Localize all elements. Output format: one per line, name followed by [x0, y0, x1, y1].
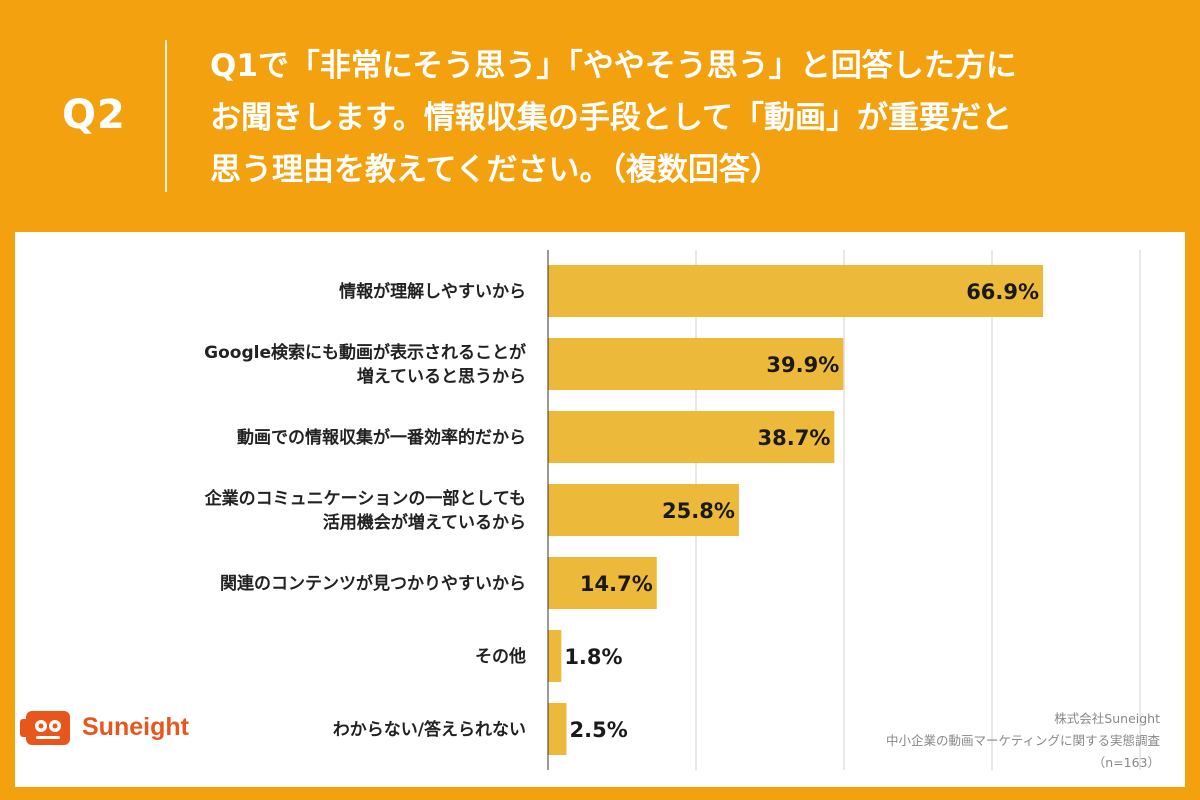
- credit-survey-title: 中小企業の動画マーケティングに関する実態調査: [885, 733, 1160, 748]
- chart-panel: 66.9% 情報が理解しやすいから 39.9% Google検索にも動画が表示されるこ…: [15, 232, 1185, 787]
- logo-wordmark: Suneight: [82, 713, 189, 741]
- question-header: Q2 Q1で「非常にそう思う」「ややそう思う」と回答した方に お聞きします。情報…: [0, 0, 1200, 228]
- data-label: 1.8%: [564, 645, 622, 669]
- category-label: その他: [475, 646, 526, 667]
- category-label: 増えていると思うから: [357, 366, 526, 387]
- data-label: 25.8%: [662, 499, 735, 523]
- survey-credit: 株式会社Suneight 中小企業の動画マーケティングに関する実態調査 （n=1…: [886, 708, 1160, 774]
- category-label: 活用機会が増えているから: [323, 512, 526, 533]
- question-text: Q1で「非常にそう思う」「ややそう思う」と回答した方に お聞きします。情報収集の…: [210, 40, 1170, 196]
- data-label: 38.7%: [758, 426, 831, 450]
- suneight-logo-icon: [20, 711, 70, 745]
- category-label: 企業のコミュニケーションの一部としても: [204, 488, 526, 509]
- bar: [548, 411, 835, 463]
- bar: [548, 484, 739, 536]
- question-line-3: 思う理由を教えてください。（複数回答）: [210, 152, 782, 188]
- bar: [548, 557, 657, 609]
- bar: [548, 265, 1044, 317]
- category-label: Google検索にも動画が表示されることが: [204, 342, 526, 363]
- bar: [548, 630, 562, 682]
- category-label: 関連のコンテンツが見つかりやすいから: [220, 573, 526, 594]
- category-label: 情報が理解しやすいから: [339, 281, 526, 302]
- question-line-2: お聞きします。情報収集の手段として「動画」が重要だと: [210, 100, 1012, 136]
- data-label: 66.9%: [966, 280, 1039, 304]
- data-label: 39.9%: [766, 353, 839, 377]
- category-label: 動画での情報収集が一番効率的だから: [237, 427, 526, 448]
- bar-chart: 66.9% 情報が理解しやすいから 39.9% Google検索にも動画が表示されるこ…: [204, 250, 1141, 770]
- data-label: 14.7%: [580, 572, 653, 596]
- data-label: 2.5%: [570, 718, 628, 742]
- question-line-1: Q1で「非常にそう思う」「ややそう思う」と回答した方に: [210, 48, 1017, 84]
- suneight-logo: Suneight: [20, 705, 220, 755]
- header-divider: [165, 40, 167, 192]
- credit-company: 株式会社Suneight: [1054, 711, 1160, 726]
- bar: [548, 338, 844, 390]
- bar: [548, 703, 567, 755]
- question-number: Q2: [62, 92, 126, 138]
- credit-sample-size: （n=163）: [1092, 755, 1160, 770]
- category-label: わからない/答えられない: [333, 719, 526, 740]
